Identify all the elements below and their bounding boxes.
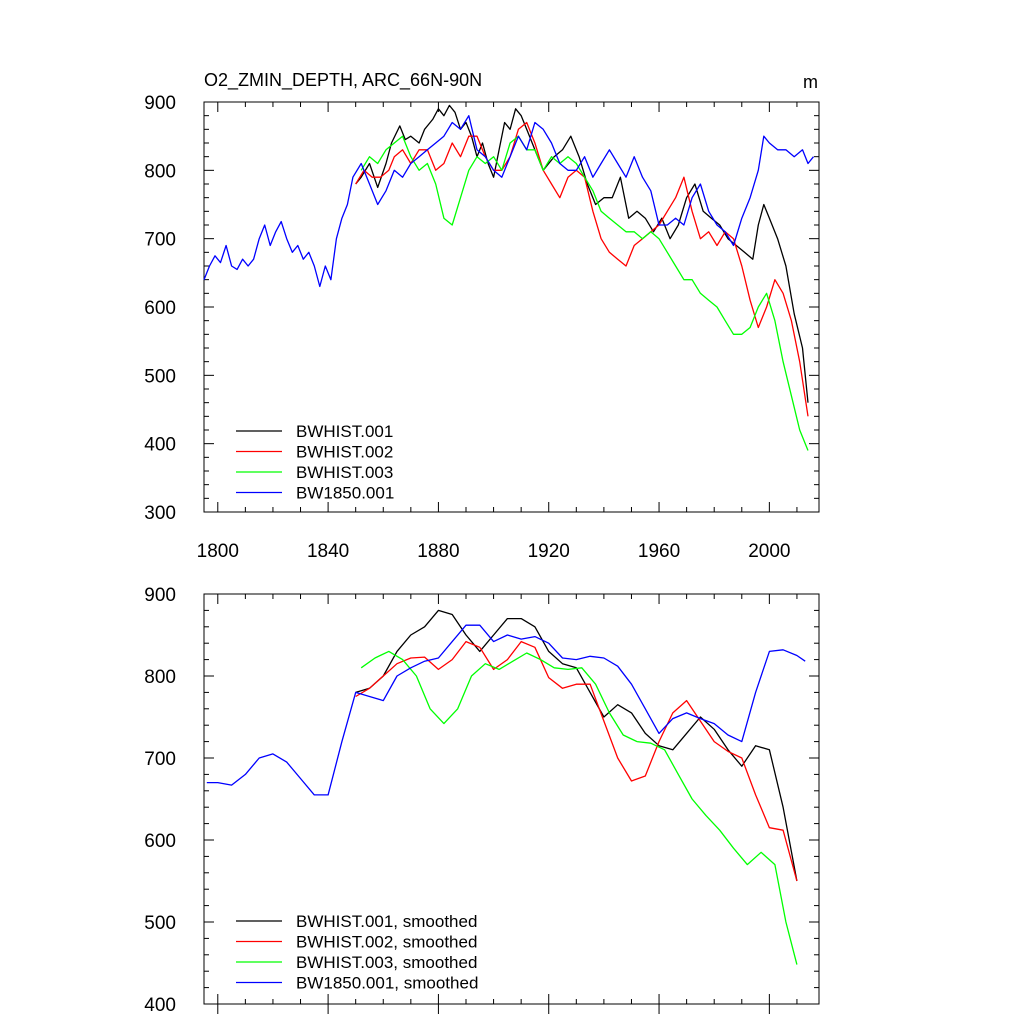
series-lines <box>206 609 806 965</box>
y-tick-label: 500 <box>144 366 176 387</box>
legend-label: BWHIST.001, smoothed <box>296 912 477 931</box>
y-tick-label: 500 <box>144 913 176 934</box>
axis-ticks <box>204 593 819 1014</box>
y-tick-label: 400 <box>144 435 176 456</box>
legend-label: BWHIST.003 <box>296 463 393 482</box>
series-line-3 <box>360 135 809 451</box>
legend-label: BWHIST.002 <box>296 443 393 462</box>
chart-title: O2_ZMIN_DEPTH, ARC_66N-90N <box>204 70 482 91</box>
x-tick-labels: 1800 1840 1880 1920 1960 2000 <box>197 541 791 562</box>
x-tick-label: 1920 <box>528 541 570 562</box>
y-tick-label: 600 <box>144 831 176 852</box>
legend: BWHIST.001, smoothed BWHIST.002, smoothed… <box>236 912 478 993</box>
y-tick-labels: 300 400 500 600 700 800 900 <box>144 93 176 524</box>
y-tick-label: 600 <box>144 298 176 319</box>
units-label: m <box>803 72 818 92</box>
legend-label: BWHIST.003, smoothed <box>296 953 477 972</box>
series-line-4 <box>206 624 806 796</box>
axis-ticks <box>204 101 819 513</box>
legend-label: BW1850.001, smoothed <box>296 974 478 993</box>
series-line-2 <box>355 640 798 882</box>
y-tick-label: 800 <box>144 161 176 182</box>
series-line-1 <box>355 609 798 882</box>
plot-frame <box>203 593 820 1005</box>
series-line-4 <box>203 115 815 288</box>
series-lines <box>203 104 815 451</box>
top-panel: O2_ZMIN_DEPTH, ARC_66N-90N m 1800 1840 188… <box>144 70 820 562</box>
x-tick-label: 1800 <box>197 541 239 562</box>
y-tick-labels: 400 500 600 700 800 900 <box>144 585 176 1016</box>
y-tick-label: 900 <box>144 93 176 114</box>
legend-label: BWHIST.001 <box>296 422 393 441</box>
x-tick-label: 1840 <box>307 541 349 562</box>
x-tick-label: 1880 <box>417 541 459 562</box>
y-tick-label: 800 <box>144 667 176 688</box>
y-tick-label: 400 <box>144 995 176 1016</box>
x-tick-label: 2000 <box>748 541 790 562</box>
legend-label: BW1850.001 <box>296 484 394 503</box>
legend-label: BWHIST.002, smoothed <box>296 933 477 952</box>
y-tick-label: 700 <box>144 749 176 770</box>
y-tick-label: 900 <box>144 585 176 606</box>
y-tick-label: 300 <box>144 503 176 524</box>
x-tick-label: 1960 <box>638 541 680 562</box>
series-line-2 <box>355 121 809 417</box>
series-line-3 <box>360 650 798 965</box>
y-tick-label: 700 <box>144 230 176 251</box>
